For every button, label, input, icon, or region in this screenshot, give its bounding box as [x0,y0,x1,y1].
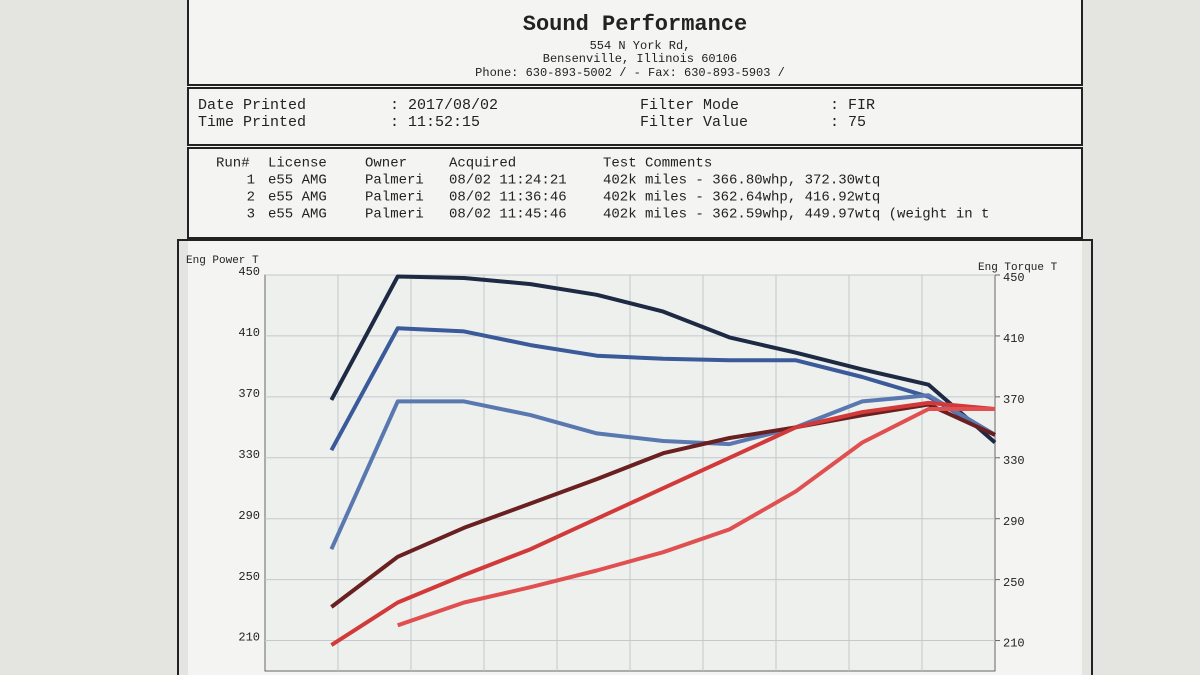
info-separator: : [390,114,399,131]
y2-tick-label: 450 [1003,271,1025,285]
info-value: 11:52:15 [408,114,480,131]
header-box [187,0,1083,86]
y2-tick-label: 410 [1003,332,1025,346]
cell: e55 AMG [268,207,327,223]
info-label: Filter Value [640,114,748,131]
y-tick-label: 290 [238,509,260,523]
info-label: Time Printed [198,114,306,131]
y2-tick-label: 250 [1003,576,1025,590]
y-axis-label: Eng Power T [186,255,259,267]
series-line [329,326,996,452]
title: Sound Performance [523,12,747,37]
address: 554 N York Rd, [590,39,691,53]
series-line [330,400,996,647]
y-tick-label: 450 [238,265,260,279]
chart: 450 410 370 330 290 250 210 450 410 370 330 290 250 2… [186,255,1058,672]
column-header: Test Comments [603,156,712,172]
chart-box [177,239,1093,675]
cell: 2 [247,190,255,206]
cell: Palmeri [365,207,424,223]
cell: 08/02 11:24:21 [449,173,567,189]
cell: e55 AMG [268,190,327,206]
cell: 08/02 11:36:46 [449,190,567,206]
cell: e55 AMG [268,173,327,189]
address: Phone: 630-893-5002 / - Fax: 630-893-590… [475,66,785,80]
cell: 3 [247,207,255,223]
y-tick-label: 250 [238,570,260,584]
y2-axis-label: Eng Torque T [978,262,1058,274]
info-value: 2017/08/02 [408,97,498,114]
info-separator: : [830,97,839,114]
cell: 402k miles - 362.59whp, 449.97wtq (weigh… [603,207,989,223]
y2-tick-label: 290 [1003,515,1025,529]
series-line [329,393,997,551]
info-value: FIR [848,97,875,114]
address: Bensenville, Illinois 60106 [543,52,737,66]
info-label: Date Printed [198,97,306,114]
column-header: Acquired [449,156,516,172]
info-value: 75 [848,114,866,131]
info-separator: : [390,97,399,114]
column-header: License [268,156,327,172]
y-tick-label: 370 [238,387,260,401]
y2-tick-label: 330 [1003,454,1025,468]
y2-tick-label: 210 [1003,637,1025,651]
y-tick-label: 210 [238,631,260,645]
info-label: Filter Mode [640,97,739,114]
y-tick-label: 330 [238,448,260,462]
cell: 402k miles - 366.80whp, 372.30wtq [603,173,880,189]
cell: Palmeri [365,173,424,189]
series-line [397,407,995,628]
cell: 08/02 11:45:46 [449,207,567,223]
y2-tick-label: 370 [1003,393,1025,407]
series-line [330,402,996,609]
runs-table: Run# License Owner Acquired Test Comments 1 e5… [216,156,989,223]
column-header: Run# [216,156,250,172]
cell: 1 [247,173,255,189]
info-separator: : [830,114,839,131]
cell: Palmeri [365,190,424,206]
info-box [187,87,1083,146]
column-header: Owner [365,156,407,172]
cell: 402k miles - 362.64whp, 416.92wtq [603,190,880,206]
y-tick-label: 410 [238,326,260,340]
runs-box [187,147,1083,239]
series-line [329,274,997,445]
